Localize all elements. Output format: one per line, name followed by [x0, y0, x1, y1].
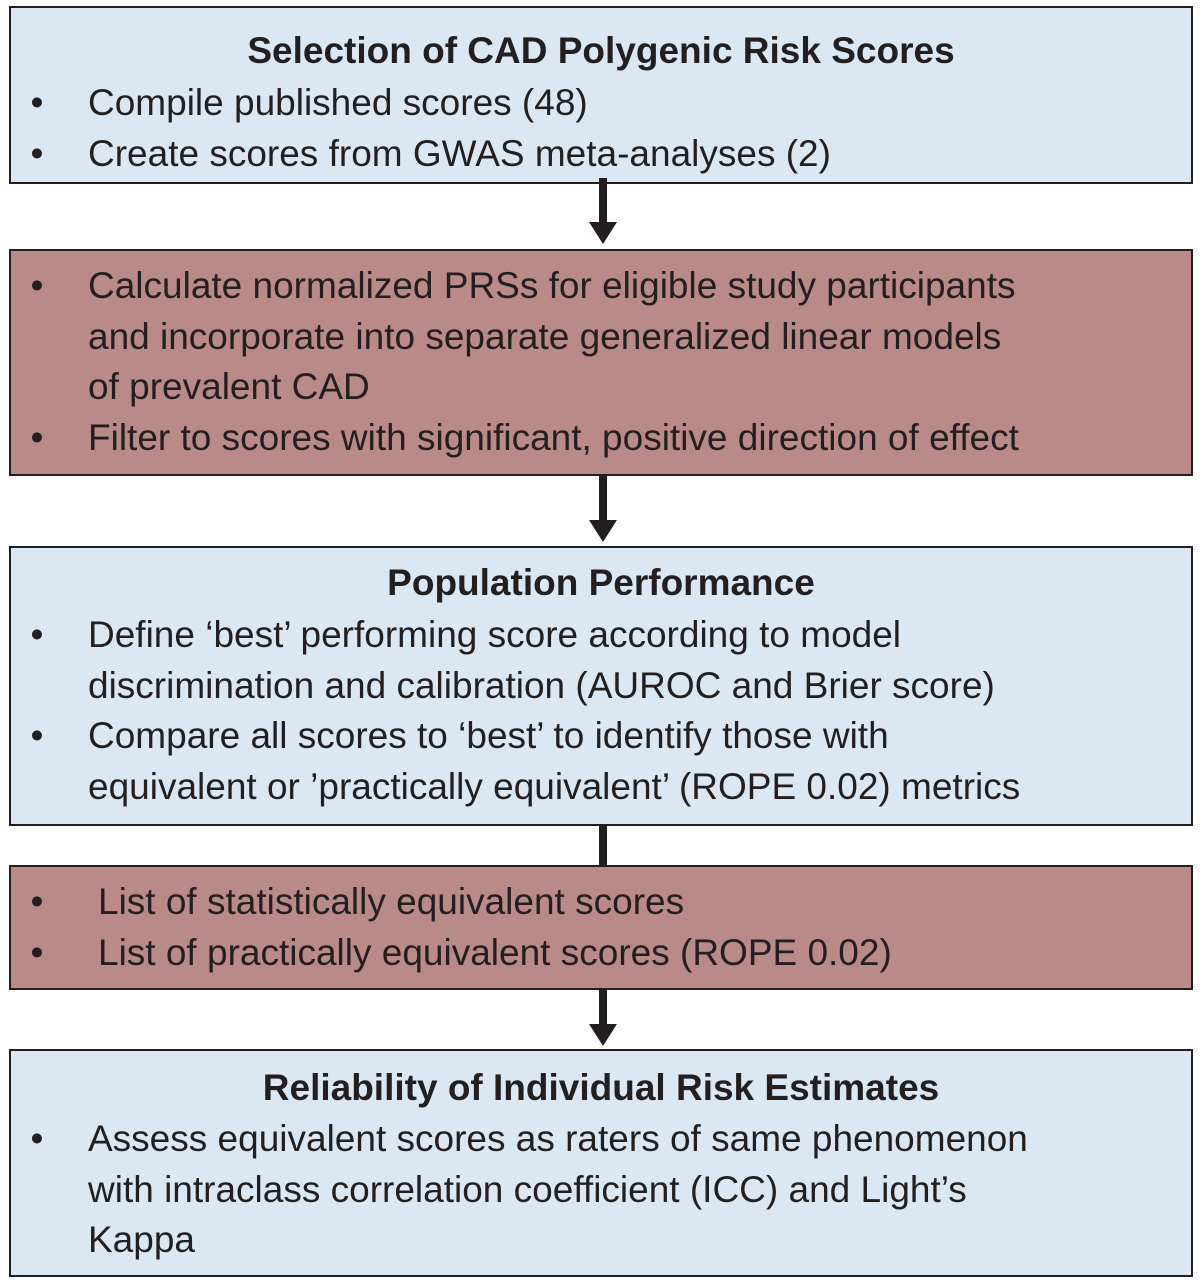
- flow-arrow-head: [589, 222, 617, 244]
- bullet-text-line: Assess equivalent scores as raters of sa…: [88, 1118, 1028, 1159]
- bullet-dot: •: [30, 1118, 44, 1159]
- bullet-dot: •: [30, 416, 44, 458]
- list-item: • List of statistically equivalent score…: [11, 877, 1191, 928]
- box-selection: Selection of CAD Polygenic Risk Scores •…: [9, 6, 1193, 184]
- bullet-text-line: and incorporate into separate generalize…: [88, 315, 1002, 357]
- list-item: • Compare all scores to ‘best’ to identi…: [11, 711, 1191, 812]
- bullet-text-line: Define ‘best’ performing score according…: [88, 614, 902, 655]
- list-item: • Create scores from GWAS meta-analyses …: [11, 129, 1191, 180]
- bullet-text-line: equivalent or ’practically equivalent’ (…: [88, 765, 1021, 807]
- bullet-text-line: List of statistically equivalent scores: [98, 881, 685, 922]
- list-item: • Assess equivalent scores as raters of …: [11, 1114, 1191, 1266]
- box-calculate-prs: • Calculate normalized PRSs for eligible…: [9, 249, 1193, 476]
- bullet-text-line: List of practically equivalent scores (R…: [98, 931, 892, 973]
- list-item: • Filter to scores with significant, pos…: [11, 413, 1191, 464]
- bullet-text-line: discrimination and calibration (AUROC an…: [88, 664, 995, 706]
- bullet-dot: •: [30, 132, 44, 174]
- box-calculate-bullets: • Calculate normalized PRSs for eligible…: [11, 261, 1191, 463]
- bullet-dot: •: [30, 265, 44, 306]
- box-selection-title: Selection of CAD Polygenic Risk Scores: [247, 30, 955, 71]
- bullet-dot: •: [30, 715, 44, 756]
- list-item: • Compile published scores (48): [11, 78, 1191, 129]
- box-population-bullets: • Define ‘best’ performing score accordi…: [11, 610, 1191, 812]
- box-equivalent-lists: • List of statistically equivalent score…: [9, 865, 1193, 990]
- box-population-performance: Population Performance • Define ‘best’ p…: [9, 546, 1193, 826]
- box-reliability: Reliability of Individual Risk Estimates…: [9, 1049, 1193, 1277]
- flow-arrow-shaft: [599, 178, 607, 224]
- bullet-text-line: Create scores from GWAS meta-analyses (2…: [88, 132, 831, 174]
- box-reliability-title: Reliability of Individual Risk Estimates: [262, 1067, 940, 1108]
- bullet-dot: •: [30, 614, 44, 655]
- box-selection-bullets: • Compile published scores (48) • Create…: [11, 78, 1191, 179]
- bullet-text-line: with intraclass correlation coefficient …: [88, 1168, 967, 1210]
- bullet-dot: •: [30, 881, 44, 922]
- bullet-text-line: Filter to scores with significant, posit…: [88, 416, 1019, 458]
- flow-connector: [599, 826, 607, 866]
- box-equivalent-bullets: • List of statistically equivalent score…: [11, 877, 1191, 978]
- bullet-text-line: Compile published scores (48): [88, 82, 588, 123]
- bullet-text-line: Compare all scores to ‘best’ to identify…: [88, 715, 889, 756]
- flow-arrow-head: [589, 520, 617, 542]
- flow-arrow-shaft: [599, 990, 607, 1026]
- list-item: • Define ‘best’ performing score accordi…: [11, 610, 1191, 711]
- flow-arrow-shaft: [599, 476, 607, 522]
- bullet-text-line: Kappa: [88, 1219, 195, 1260]
- box-population-title: Population Performance: [387, 562, 815, 603]
- list-item: • List of practically equivalent scores …: [11, 928, 1191, 979]
- box-reliability-bullets: • Assess equivalent scores as raters of …: [11, 1114, 1191, 1266]
- bullet-dot: •: [30, 82, 44, 123]
- flow-arrow-head: [589, 1024, 617, 1046]
- list-item: • Calculate normalized PRSs for eligible…: [11, 261, 1191, 413]
- bullet-text-line: of prevalent CAD: [88, 366, 370, 407]
- bullet-dot: •: [30, 931, 44, 973]
- bullet-text-line: Calculate normalized PRSs for eligible s…: [88, 265, 1016, 306]
